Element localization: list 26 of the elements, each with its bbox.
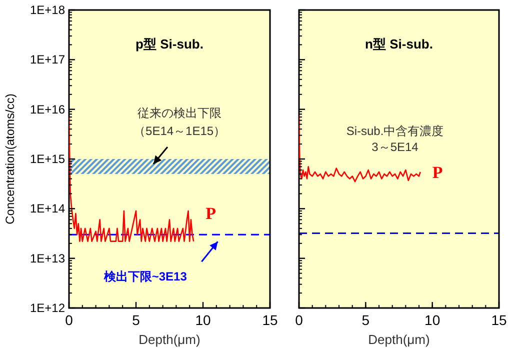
ref-line-label: 検出下限~3E13 xyxy=(102,270,188,284)
text: p型 Si-sub. xyxy=(136,36,204,52)
series-label: P xyxy=(206,204,216,223)
y-tick-label: 1E+18 xyxy=(30,3,66,17)
annotation: （5E14～1E15） xyxy=(134,124,226,138)
x-axis-title: Depth(μm) xyxy=(368,332,430,347)
y-tick-label: 1E+13 xyxy=(30,251,66,266)
x-tick-label: 0 xyxy=(65,312,74,328)
y-tick-label: 1E+15 xyxy=(30,152,66,166)
y-tick-label: 1E+12 xyxy=(30,301,66,315)
x-tick-label: 10 xyxy=(424,312,440,328)
y-axis-title: Concentration(atoms/cc) xyxy=(3,94,17,224)
series-label: P xyxy=(432,163,443,182)
x-tick-label: 15 xyxy=(491,312,507,328)
y-tick-label: 1E+16 xyxy=(30,102,66,116)
annotation: Si-sub.中含有濃度 3～5E14 xyxy=(346,124,444,154)
text: n型 Si-sub. xyxy=(365,36,433,52)
x-tick-label: 5 xyxy=(132,312,140,328)
x-tick-label: 5 xyxy=(362,312,370,328)
x-tick-label: 0 xyxy=(295,312,304,328)
annotation: 従来の検出下限 xyxy=(138,106,222,120)
x-tick-label: 10 xyxy=(195,312,211,328)
x-tick-label: 15 xyxy=(262,312,278,328)
y-tick-label: 1E+14 xyxy=(30,202,66,216)
y-tick-label: 1E+17 xyxy=(30,52,66,67)
x-axis-title: Depth(μm) xyxy=(138,332,200,347)
